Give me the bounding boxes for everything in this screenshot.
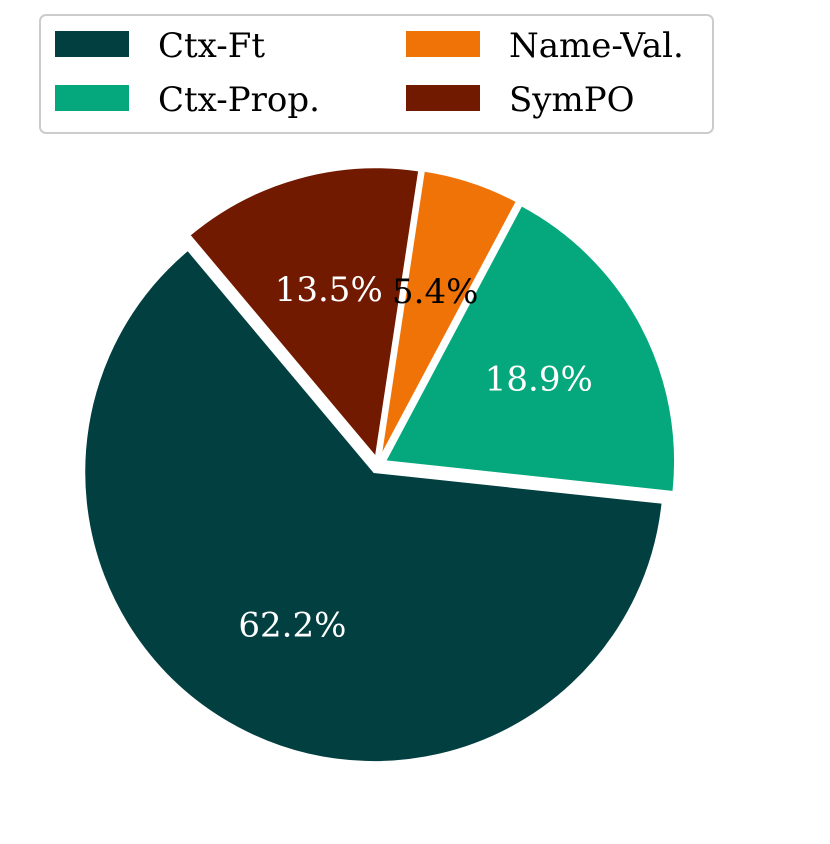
legend: Ctx-Ft Name-Val. Ctx-Prop. SymPO — [39, 14, 714, 134]
pie-label-ctx-prop: 18.9% — [485, 360, 593, 400]
legend-label-sympo: SymPO — [509, 80, 635, 120]
legend-swatch-ctx-ft — [55, 31, 129, 57]
pie-slices — [83, 166, 677, 764]
pie-slice-ctx-prop — [383, 203, 677, 494]
pie-label-name-val: 5.4% — [392, 272, 478, 312]
pie-slice-sympo — [188, 166, 421, 460]
legend-swatch-sympo — [406, 85, 480, 111]
pie-label-ctx-ft: 62.2% — [238, 606, 346, 646]
legend-swatch-name-val — [406, 31, 480, 57]
legend-label-ctx-prop: Ctx-Prop. — [158, 80, 320, 120]
pie-slice-name-val — [379, 169, 519, 458]
pie-percent-labels: 62.2% 18.9% 5.4%13.5% — [238, 270, 592, 646]
legend-label-name-val: Name-Val. — [509, 26, 684, 66]
legend-label-ctx-ft: Ctx-Ft — [158, 26, 265, 66]
pie-slice-ctx-ft — [83, 248, 664, 764]
legend-swatch-ctx-prop — [55, 85, 129, 111]
pie-label-sympo: 13.5% — [275, 270, 383, 310]
legend-frame — [39, 14, 714, 134]
